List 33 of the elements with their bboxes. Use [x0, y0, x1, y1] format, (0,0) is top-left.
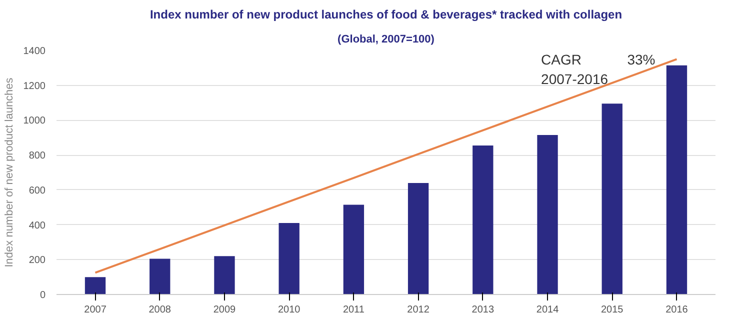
y-tick-label: 0	[40, 290, 46, 301]
x-tick-label: 2007	[84, 304, 107, 315]
x-tick-label: 2015	[601, 304, 624, 315]
y-tick-label: 600	[28, 185, 46, 196]
bar	[214, 256, 235, 294]
y-axis-title: Index number of new product launches	[3, 77, 16, 268]
annotation: CAGR 2007-2016	[541, 52, 608, 87]
x-tick-label: 2016	[666, 304, 688, 315]
chart-subtitle: (Global, 2007=100)	[338, 34, 435, 46]
y-tick-label: 200	[28, 255, 46, 266]
y-tick-label: 400	[28, 220, 46, 232]
x-tick-label: 2010	[278, 304, 301, 315]
y-tick-label: 1200	[23, 80, 46, 92]
bar	[602, 104, 622, 294]
y-tick-label: 1000	[23, 116, 46, 127]
x-tick-label: 2011	[342, 304, 365, 315]
bar	[472, 145, 494, 294]
bar	[537, 135, 558, 294]
x-tick-label: 2009	[213, 304, 236, 315]
bar	[150, 258, 170, 294]
y-tick-label: 800	[28, 150, 46, 162]
y-tick-label: 1400	[23, 46, 46, 57]
x-tick-label: 2014	[536, 304, 560, 315]
chart-title: Index number of new product launches of food & beverages* tracked with collagen	[150, 8, 622, 22]
bar	[84, 277, 106, 294]
bar	[343, 204, 364, 294]
bar	[408, 182, 429, 294]
x-tick-label: 2008	[148, 304, 172, 315]
bar	[666, 65, 688, 294]
bar	[278, 223, 300, 294]
x-tick-label: 2013	[472, 304, 494, 315]
annotation: 33%	[627, 52, 656, 68]
x-tick-label: 2012	[407, 304, 430, 315]
